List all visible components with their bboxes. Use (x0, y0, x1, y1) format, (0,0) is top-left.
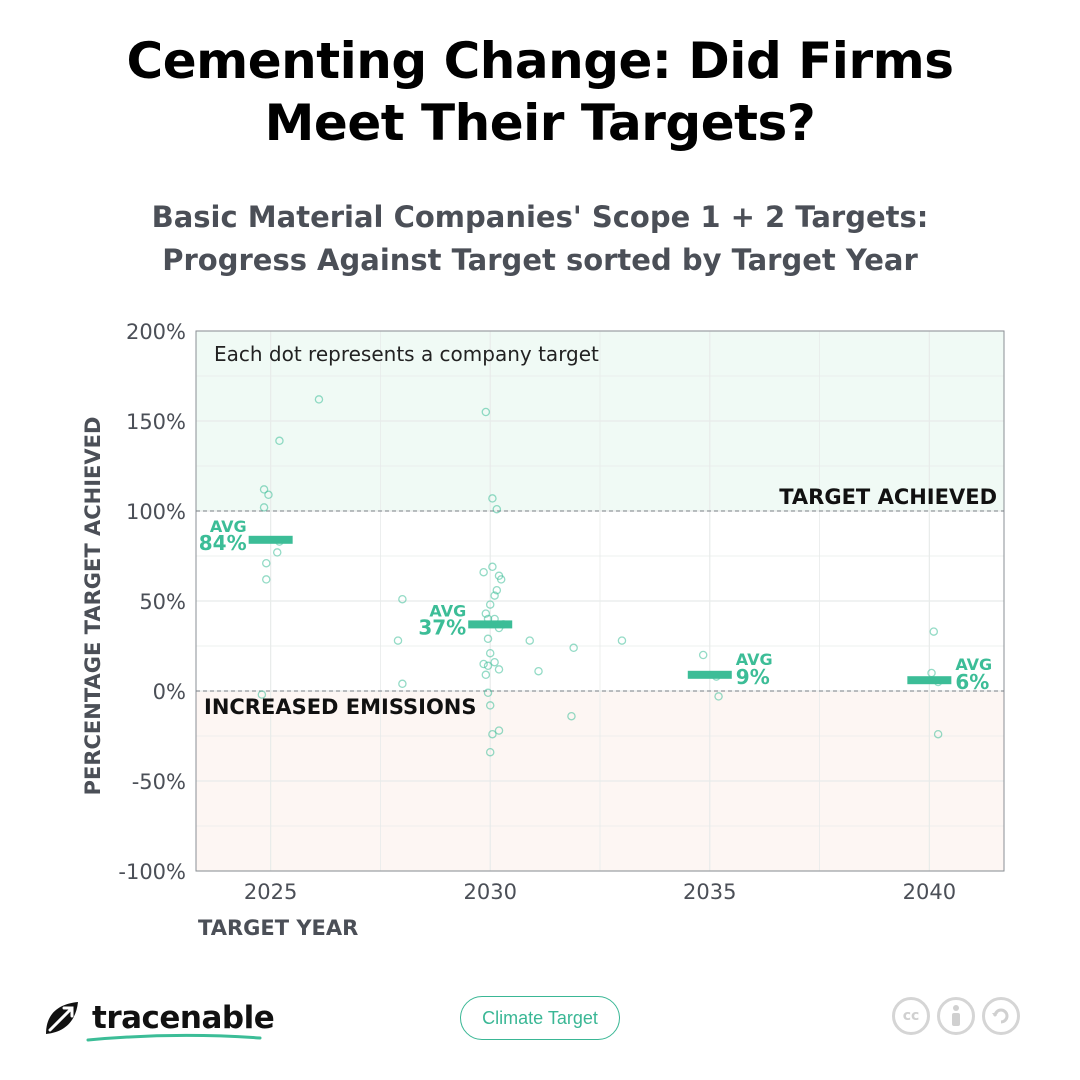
data-point (262, 575, 271, 584)
data-point (496, 575, 506, 584)
data-point (314, 395, 324, 404)
data-point (483, 634, 493, 644)
average-bar (468, 620, 513, 629)
title-line-1: Cementing Change: Did Firms (126, 32, 954, 90)
climate-target-tag[interactable]: Climate Target (460, 996, 620, 1040)
data-point (259, 503, 269, 512)
title-line-2: Meet Their Targets? (264, 94, 816, 152)
average-value-label: 84% (199, 531, 247, 555)
y-tick-label: 100% (126, 500, 186, 524)
data-point (485, 648, 495, 658)
average-label: AVG (736, 650, 773, 669)
data-point (698, 650, 708, 660)
data-point (525, 636, 534, 645)
y-tick-label: -50% (132, 770, 186, 794)
y-tick-label: 0% (153, 680, 186, 704)
data-point (494, 726, 504, 735)
average-bar (907, 676, 952, 685)
data-point (492, 504, 502, 514)
page-title: Cementing Change: Did Firms Meet Their T… (0, 30, 1080, 154)
average-value-label: 37% (418, 615, 466, 639)
data-point (264, 490, 273, 500)
average-label: AVG (429, 601, 466, 620)
data-point (933, 729, 943, 739)
average-bar (248, 535, 293, 544)
brand-logo: tracenable (40, 992, 275, 1044)
data-point (929, 627, 938, 636)
increased-emissions-label: INCREASED EMISSIONS (204, 695, 477, 719)
data-point (534, 666, 543, 676)
license-icons: cc (892, 997, 1020, 1035)
page-subtitle: Basic Material Companies' Scope 1 + 2 Ta… (0, 196, 1080, 282)
data-point (485, 600, 495, 609)
cc-icon: cc (892, 997, 930, 1035)
x-tick-label: 2025 (244, 880, 297, 904)
data-point (492, 585, 502, 595)
data-point (257, 690, 267, 699)
data-point (398, 679, 407, 689)
data-point (617, 636, 627, 645)
x-tick-label: 2030 (463, 880, 516, 904)
y-tick-label: 150% (126, 410, 186, 434)
data-point (479, 659, 488, 669)
data-point (485, 701, 495, 710)
data-point (490, 657, 499, 667)
x-tick-label: 2040 (903, 880, 956, 904)
data-point (481, 407, 491, 417)
y-tick-label: 50% (139, 590, 186, 614)
x-axis-title: TARGET YEAR (198, 916, 358, 940)
data-point (262, 558, 271, 568)
data-point (393, 636, 403, 645)
y-axis-title: PERCENTAGE TARGET ACHIEVED (81, 417, 105, 796)
subtitle-line-2: Progress Against Target sorted by Target… (162, 243, 918, 277)
target-achieved-label: TARGET ACHIEVED (779, 485, 997, 509)
average-bar (687, 670, 732, 679)
data-point (398, 594, 407, 604)
data-point (479, 567, 488, 577)
chart-note: Each dot represents a company target (214, 342, 599, 366)
data-point (275, 436, 284, 446)
leaf-logo-icon (46, 1002, 78, 1034)
average-value-label: 6% (955, 670, 989, 694)
data-point (567, 711, 576, 721)
data-point (481, 670, 491, 680)
average-value-label: 9% (736, 665, 770, 689)
average-label: AVG (955, 655, 992, 674)
x-tick-label: 2035 (683, 880, 736, 904)
data-point (483, 688, 493, 698)
data-point (259, 485, 269, 494)
data-point (483, 661, 493, 671)
data-point (494, 665, 504, 674)
subtitle-line-1: Basic Material Companies' Scope 1 + 2 Ta… (151, 200, 929, 234)
y-tick-label: -100% (118, 860, 186, 884)
average-label: AVG (210, 517, 247, 536)
data-point (488, 729, 497, 739)
data-point (488, 494, 497, 503)
plot-border (195, 330, 1005, 872)
data-point (569, 643, 578, 653)
data-point (481, 609, 491, 618)
data-point (272, 548, 282, 557)
data-point (714, 692, 723, 701)
brand-name: tracenable (92, 1000, 275, 1036)
data-point (488, 562, 497, 572)
data-point (490, 591, 499, 600)
attribution-icon (937, 997, 975, 1035)
data-point (485, 747, 495, 757)
brand-underline (86, 1033, 262, 1042)
share-alike-icon (982, 997, 1020, 1035)
cc-icon-text: cc (902, 1008, 920, 1024)
y-tick-label: 200% (126, 320, 186, 344)
